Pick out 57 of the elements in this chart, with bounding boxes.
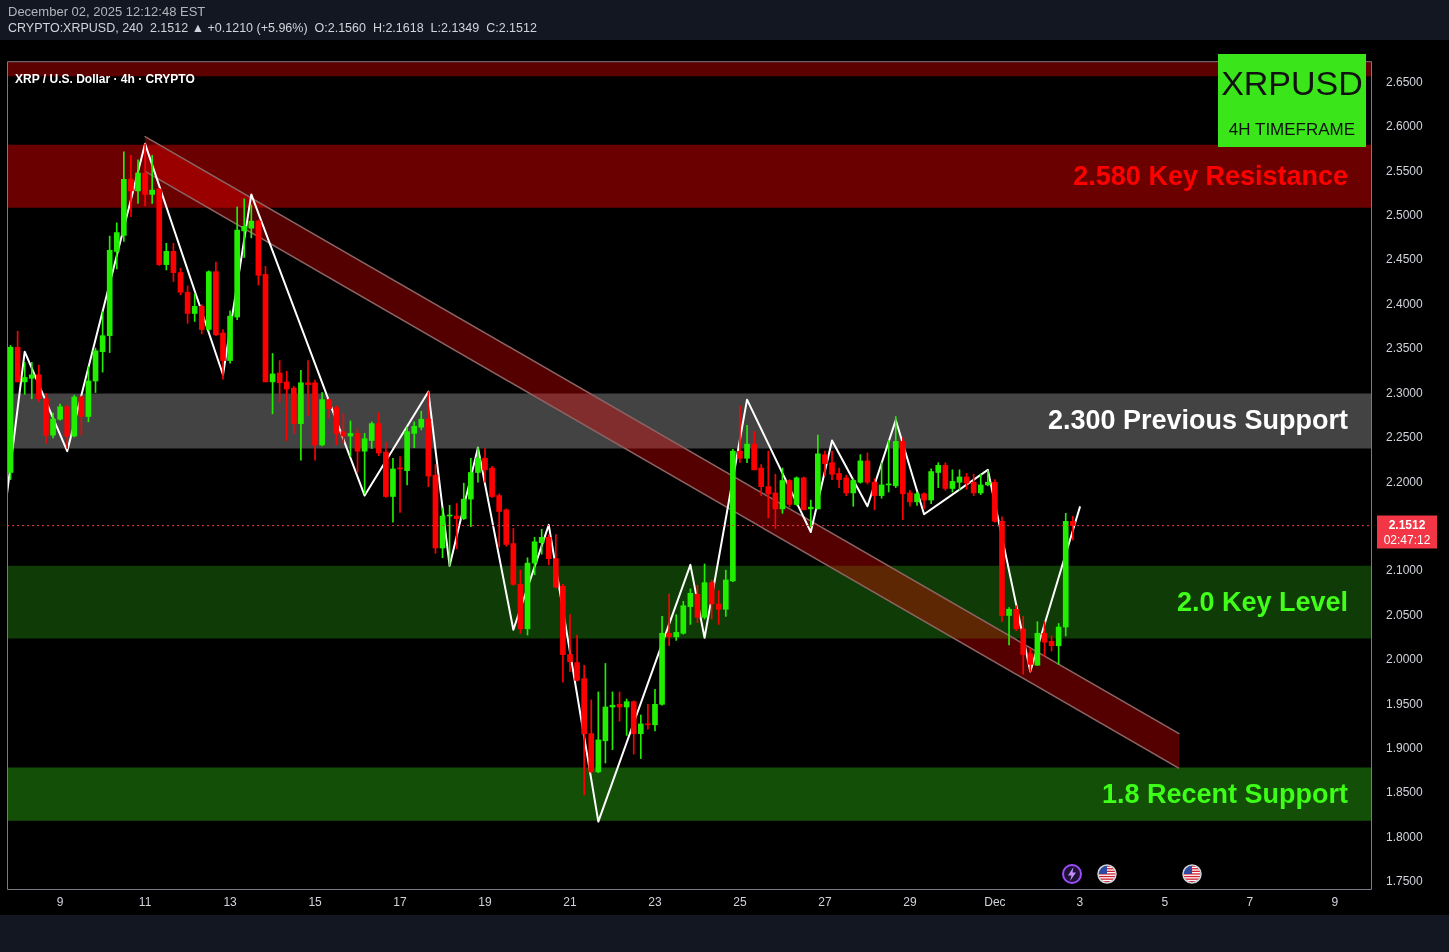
- text: December 02, 2025 12:12:48 EST: [8, 4, 206, 19]
- band-label: 1.8 Recent Support: [1101, 778, 1349, 809]
- y-tick-label: 2.3000: [1386, 385, 1424, 400]
- band-label: 2.580 Key Resistance: [1073, 160, 1348, 191]
- x-tick-label: Dec: [984, 894, 1006, 909]
- x-tick-label: 23: [648, 894, 662, 909]
- candlestick: [737, 405, 743, 464]
- y-tick-label: 2.6000: [1386, 119, 1424, 134]
- x-tick-label: 9: [56, 894, 64, 909]
- y-tick-label: 2.1000: [1386, 563, 1424, 578]
- candlestick: [149, 155, 156, 204]
- candlestick: [1006, 607, 1012, 646]
- y-tick-label: 1.7500: [1386, 874, 1424, 889]
- y-tick-label: 2.5500: [1386, 163, 1424, 178]
- y-tick-label: 2.4500: [1386, 252, 1424, 267]
- y-tick-label: 2.0000: [1386, 652, 1424, 667]
- candlestick: [128, 155, 134, 217]
- x-tick-label: 9: [1331, 894, 1339, 909]
- x-tick-label: 27: [818, 894, 832, 909]
- candlestick: [645, 704, 651, 730]
- y-tick-label: 1.9000: [1386, 741, 1424, 756]
- x-tick-label: 17: [393, 894, 408, 909]
- y-tick-label: 2.3500: [1386, 341, 1424, 356]
- candlestick: [637, 714, 644, 759]
- text: XRP / U.S. Dollar · 4h · CRYPTO: [15, 71, 195, 86]
- y-tick-label: 2.2000: [1386, 474, 1424, 489]
- text: 02:47:12: [1383, 532, 1431, 547]
- x-tick-label: 21: [563, 894, 577, 909]
- candlestick: [715, 590, 722, 625]
- x-tick-label: 5: [1161, 894, 1169, 909]
- y-tick-label: 2.0500: [1386, 607, 1424, 622]
- ticker-box: XRPUSD 4H TIMEFRAME: [1218, 54, 1366, 147]
- y-tick-label: 1.8500: [1386, 785, 1424, 800]
- x-tick-label: 25: [733, 894, 747, 909]
- y-tick-label: 2.5000: [1386, 208, 1424, 223]
- y-tick-label: 2.4000: [1386, 296, 1424, 311]
- x-tick-label: 13: [223, 894, 238, 909]
- ref-line-label: 2.1512: [1388, 517, 1426, 532]
- y-tick-label: 1.8000: [1386, 829, 1424, 844]
- candlestick: [1069, 515, 1076, 541]
- x-tick-label: 19: [478, 894, 493, 909]
- band-label: 2.0 Key Level: [1176, 586, 1348, 617]
- candlestick: [984, 470, 991, 487]
- band-label: 2.300 Previous Support: [1047, 405, 1348, 436]
- x-tick-label: 7: [1246, 894, 1254, 909]
- candlestick: [666, 593, 672, 647]
- x-tick-label: 15: [308, 894, 323, 909]
- text: CRYPTO:XRPUSD, 240 2.1512 ▲ +0.1210 (+5.96%) O:2.1560 H:2.1618 L:2.1349 C:2.1512: [8, 21, 537, 35]
- y-tick-label: 2.6500: [1386, 74, 1424, 89]
- x-tick-label: 11: [138, 894, 152, 909]
- x-tick-label: 3: [1076, 894, 1084, 909]
- annotation: 4H TIMEFRAME: [1227, 120, 1357, 140]
- y-tick-label: 1.9500: [1386, 696, 1424, 711]
- x-tick-label: 29: [903, 894, 917, 909]
- candlestick: [453, 503, 460, 550]
- y-tick-label: 2.2500: [1386, 430, 1424, 445]
- annotation: XRPUSD: [1220, 63, 1364, 103]
